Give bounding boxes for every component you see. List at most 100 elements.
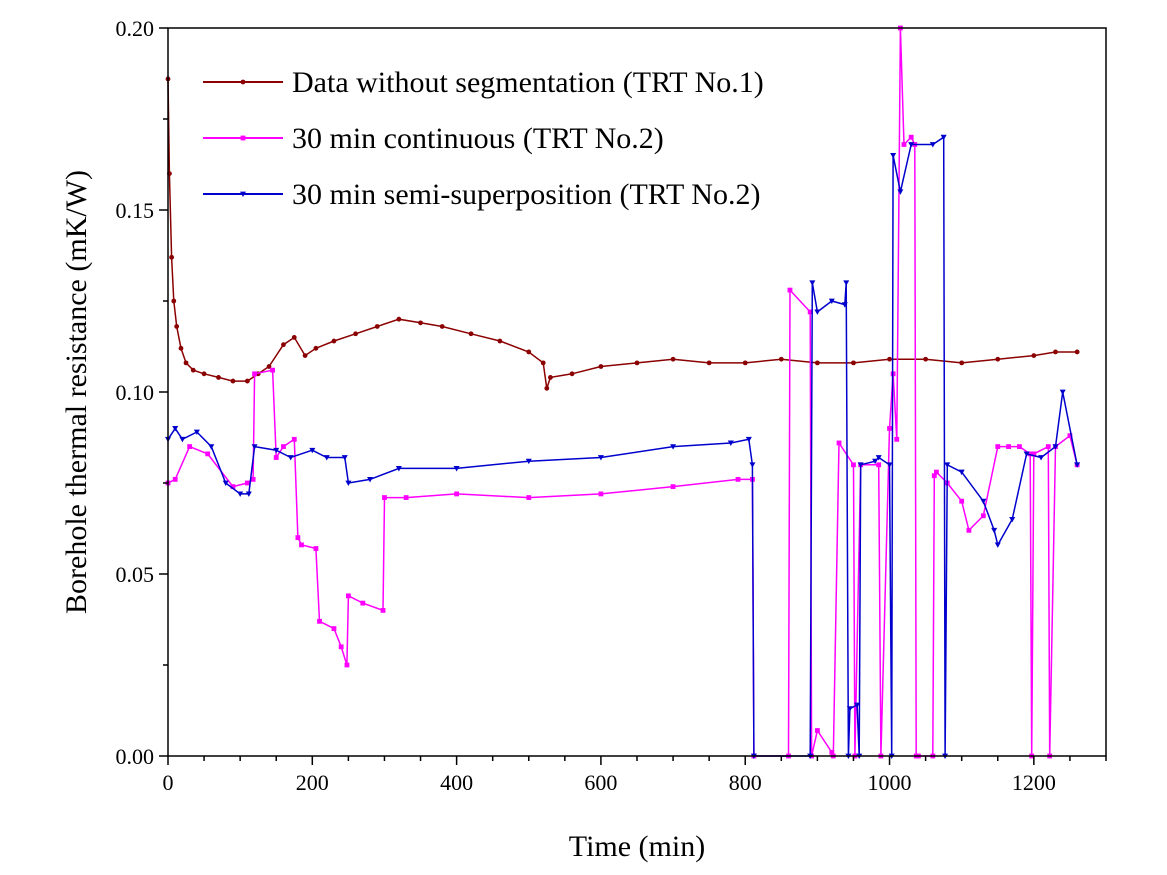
data-point (178, 345, 184, 351)
legend-label: Data without segmentation (TRT No.1) (292, 66, 764, 99)
data-point (841, 302, 848, 308)
data-point (670, 444, 677, 450)
data-point (934, 469, 939, 475)
data-point (890, 153, 897, 159)
data-point (222, 480, 229, 486)
x-tick-label: 400 (440, 770, 473, 795)
data-point (1027, 451, 1033, 457)
legend-label: 30 min continuous (TRT No.2) (292, 122, 664, 155)
x-tick-label: 1200 (1012, 770, 1056, 795)
axis-layer: 0 200 400 600 800 1000 1200 0.00 0.05 0.10 0.15 0.2… (116, 16, 1107, 795)
data-point (995, 444, 1001, 449)
x-tick-label: 200 (296, 770, 329, 795)
data-point (273, 447, 280, 454)
data-point (894, 436, 900, 442)
y-tick-label: 0.00 (116, 744, 155, 769)
data-point (309, 447, 316, 454)
data-point (526, 495, 532, 500)
data-point (331, 338, 337, 344)
data-point (395, 466, 402, 472)
data-point (205, 451, 211, 457)
data-point (735, 476, 741, 482)
data-point (887, 356, 892, 362)
data-point (1031, 353, 1037, 358)
data-point (851, 360, 856, 366)
data-point (1006, 444, 1011, 449)
data-point (338, 644, 344, 650)
data-point (291, 335, 297, 340)
data-point (382, 495, 387, 500)
data-point (295, 535, 301, 540)
data-point (959, 360, 965, 366)
legend-marker (240, 135, 246, 141)
data-point (897, 189, 904, 195)
data-point (959, 498, 965, 504)
data-point (281, 342, 286, 348)
data-point (670, 356, 676, 362)
data-point (908, 142, 915, 148)
data-point (670, 484, 676, 490)
data-point (875, 455, 882, 461)
data-point (706, 360, 712, 366)
data-point (525, 458, 532, 465)
data-point (179, 436, 186, 443)
data-point (299, 542, 304, 548)
data-point (966, 527, 972, 533)
data-point (787, 287, 793, 293)
data-point (281, 444, 286, 449)
series-1 (165, 76, 1080, 391)
data-point (991, 527, 998, 534)
data-point (403, 495, 409, 500)
data-point (814, 309, 821, 315)
data-point (749, 462, 756, 468)
data-point (940, 134, 947, 141)
x-tick-label: 0 (163, 770, 174, 795)
x-tick-label: 1000 (868, 770, 912, 795)
legend-marker (240, 79, 246, 85)
data-point (526, 349, 532, 355)
data-point (807, 309, 813, 315)
data-point (345, 480, 352, 486)
data-point (345, 593, 351, 599)
x-tick-label: 600 (584, 770, 617, 795)
data-point (872, 458, 879, 465)
data-point (944, 462, 951, 468)
data-point (201, 371, 207, 377)
data-point (1023, 451, 1030, 457)
data-point (548, 375, 553, 380)
data-point (360, 600, 366, 606)
data-point (597, 455, 604, 461)
legend-marker (240, 191, 246, 197)
data-point (323, 455, 330, 461)
data-point (843, 280, 850, 286)
y-tick-label: 0.05 (116, 562, 155, 587)
data-point (1067, 433, 1073, 439)
series-2 (165, 25, 1080, 759)
data-point (980, 513, 986, 519)
data-point (886, 462, 893, 468)
data-point (1017, 444, 1022, 449)
data-point (814, 728, 820, 733)
data-point (846, 706, 853, 712)
data-point (208, 444, 215, 450)
data-point (252, 371, 257, 377)
y-axis-title: Borehole thermal resistance (mK/W) (60, 170, 93, 614)
data-point (172, 476, 178, 482)
data-point (634, 360, 640, 366)
data-point (1052, 444, 1059, 450)
data-point (908, 134, 914, 140)
data-point (273, 455, 279, 460)
data-point (190, 367, 196, 373)
data-point (836, 440, 842, 446)
data-point (468, 331, 474, 337)
data-point (245, 491, 252, 497)
data-point (367, 476, 374, 483)
data-point (266, 364, 272, 369)
legend-item: 30 min semi-superposition (TRT No.2) (203, 178, 760, 211)
data-point (809, 280, 816, 286)
data-point (497, 338, 503, 344)
data-point (172, 426, 179, 432)
data-point (230, 484, 236, 490)
legend-label: 30 min semi-superposition (TRT No.2) (292, 178, 760, 211)
